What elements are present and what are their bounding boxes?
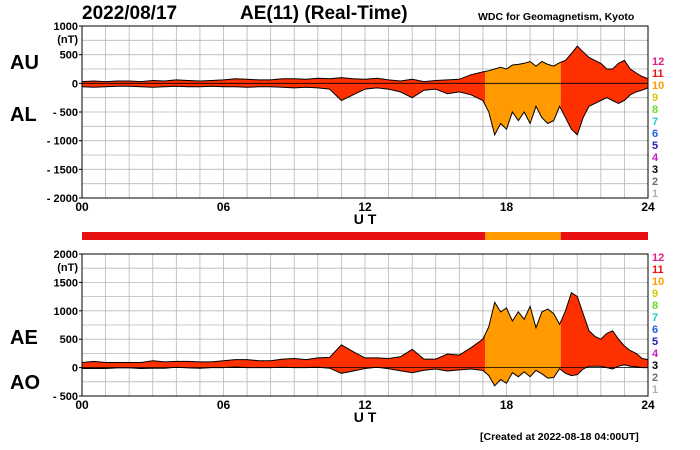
legend-station-count: 6: [652, 128, 659, 140]
legend-station-count: 7: [652, 116, 659, 128]
created-timestamp: [Created at 2022-08-18 04:00UT]: [480, 431, 639, 443]
y-tick-label: 1000: [54, 21, 78, 33]
x-tick-label: 12: [358, 398, 372, 412]
chart-date: 2022/08/17: [82, 3, 178, 24]
legend-station-count: 1: [652, 384, 659, 396]
legend-station-count: 1: [652, 188, 659, 200]
fill-band-segment: [82, 334, 486, 374]
ae-label: AE: [10, 327, 38, 349]
legend-station-count: 4: [652, 348, 659, 360]
x-tick-label: 18: [500, 398, 514, 412]
fill-band-segment: [82, 71, 486, 106]
fill-band-segment: [485, 61, 561, 135]
y-tick-label: 500: [60, 50, 78, 62]
station-bar-segment: [82, 232, 486, 240]
plot-frame: [81, 253, 649, 397]
legend-station-count: 9: [652, 92, 659, 104]
x-tick-label: 18: [500, 200, 514, 214]
ao-label: AO: [10, 372, 40, 394]
legend-station-count: 10: [652, 80, 665, 92]
legend-station-count: 8: [652, 300, 659, 312]
y-unit-label: (nT): [57, 262, 78, 274]
chart-title: AE(11) (Real-Time): [240, 3, 408, 24]
x-tick-label: 06: [217, 398, 231, 412]
legend-station-count: 7: [652, 312, 659, 324]
series-line-au: [81, 45, 649, 83]
legend-station-count: 12: [652, 56, 665, 68]
x-axis-label: U T: [354, 211, 377, 227]
y-tick-label: 1000: [54, 306, 78, 318]
y-tick-label: 0: [72, 78, 78, 90]
legend-station-count: 2: [652, 372, 659, 384]
series-line-al: [81, 85, 649, 137]
y-tick-label: - 1500: [47, 164, 78, 176]
legend-station-count: 5: [652, 140, 659, 152]
y-tick-label: 500: [60, 334, 78, 346]
x-axis-label: U T: [354, 409, 377, 425]
au-label: AU: [10, 52, 39, 74]
station-bar-segment: [485, 232, 561, 240]
x-tick-label: 00: [75, 398, 89, 412]
y-tick-label: 1500: [54, 277, 78, 289]
panel-au-al: [79, 25, 649, 199]
x-tick-label: 24: [641, 398, 655, 412]
legend-station-count: 6: [652, 324, 659, 336]
y-tick-label: - 1000: [47, 136, 78, 148]
station-bar-segment: [560, 232, 648, 240]
y-tick-label: - 2000: [47, 193, 78, 205]
legend-station-count: 2: [652, 176, 659, 188]
fill-band-segment: [560, 292, 648, 376]
y-tick-label: 2000: [54, 249, 78, 261]
legend-station-count: 9: [652, 288, 659, 300]
station-count-legend-top: 12 11 10 9 8 7 6 5 4 3 2 1: [652, 56, 676, 200]
fill-band-segment: [485, 302, 561, 386]
fill-band-segment: [560, 46, 648, 135]
x-tick-label: 06: [217, 200, 231, 214]
legend-station-count: 11: [652, 264, 664, 276]
legend-station-count: 11: [652, 68, 664, 80]
y-tick-label: 0: [72, 363, 78, 375]
legend-station-count: 3: [652, 164, 659, 176]
legend-station-count: 12: [652, 252, 665, 264]
legend-station-count: 3: [652, 360, 659, 372]
legend-station-count: 10: [652, 276, 665, 288]
legend-station-count: 8: [652, 104, 659, 116]
series-line-ae: [81, 291, 649, 363]
y-tick-label: - 500: [53, 391, 78, 403]
legend-station-count: 5: [652, 336, 659, 348]
y-unit-label: (nT): [57, 34, 78, 46]
source-label: WDC for Geomagnetism, Kyoto: [478, 11, 635, 23]
x-tick-label: 12: [358, 200, 372, 214]
y-tick-label: - 500: [53, 107, 78, 119]
panel-ae-ao: [79, 253, 649, 397]
legend-station-count: 4: [652, 152, 659, 164]
station-count-legend-bottom: 12 11 10 9 8 7 6 5 4 3 2 1: [652, 252, 676, 396]
al-label: AL: [10, 104, 37, 126]
x-tick-label: 24: [641, 200, 655, 214]
x-tick-label: 00: [75, 200, 89, 214]
